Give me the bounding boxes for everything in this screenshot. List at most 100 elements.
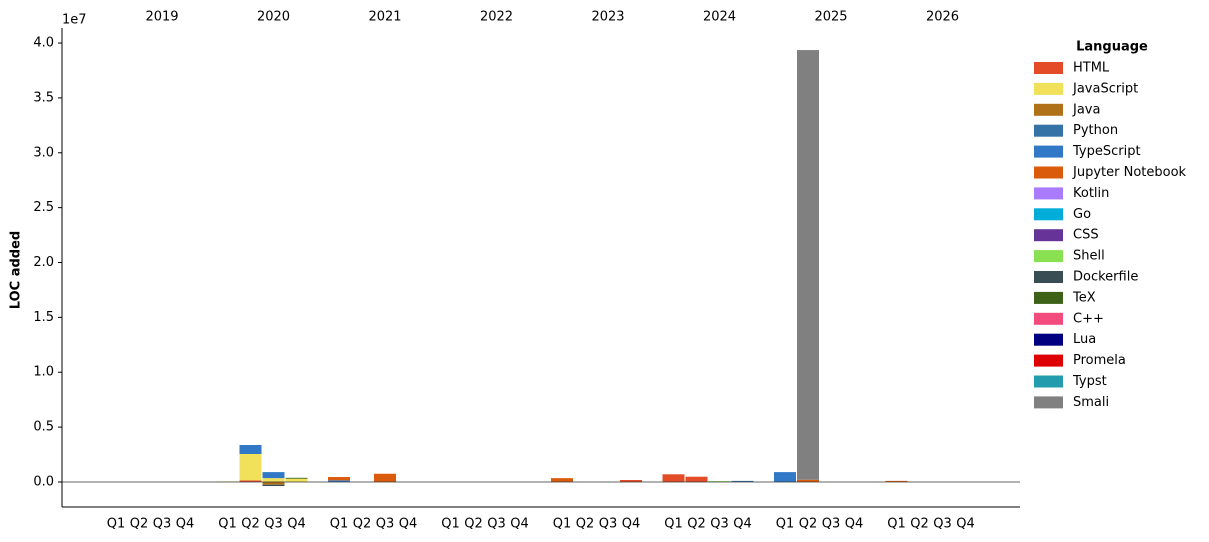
bar-segment xyxy=(262,484,285,487)
x-tick-label: Q4 xyxy=(622,517,641,532)
legend-swatch xyxy=(1034,229,1063,242)
legend-swatch xyxy=(1034,271,1063,283)
bar-segment xyxy=(239,444,262,454)
legend-title: Language xyxy=(1076,40,1148,55)
x-tick-label: Q1 xyxy=(107,517,126,532)
x-tick-label: Q1 xyxy=(553,517,572,532)
x-tick-label: Q2 xyxy=(910,517,929,532)
x-tick-label: Q3 xyxy=(710,517,729,532)
bar-segment xyxy=(774,472,796,482)
legend-label: Go xyxy=(1073,207,1091,222)
x-tick-label: Q3 xyxy=(599,517,618,532)
x-tick-label: Q3 xyxy=(933,517,952,532)
y-tick-label: 1.5 xyxy=(33,310,54,325)
legend-label: Kotlin xyxy=(1073,186,1109,201)
bar-segment xyxy=(239,480,262,482)
x-tick-label: Q1 xyxy=(664,517,683,532)
x-tick-label: Q2 xyxy=(576,517,595,532)
x-tick-label: Q1 xyxy=(441,517,460,532)
legend-swatch xyxy=(1034,354,1063,367)
year-label: 2023 xyxy=(591,10,624,25)
year-label: 2026 xyxy=(926,10,959,25)
bar-segment xyxy=(797,479,819,482)
legend-swatch xyxy=(1034,62,1063,74)
legend-swatch xyxy=(1034,250,1063,263)
year-label: 2025 xyxy=(814,10,847,25)
legend-label: Smali xyxy=(1073,395,1109,410)
bar-segment xyxy=(262,472,285,479)
y-tick-label: 0.0 xyxy=(33,474,54,489)
bar-segment xyxy=(328,477,350,481)
y-tick-label: 2.5 xyxy=(33,200,54,215)
bar-segment xyxy=(620,480,642,482)
legend-label: Dockerfile xyxy=(1073,270,1138,285)
legend-label: JavaScript xyxy=(1072,81,1138,96)
year-label: 2022 xyxy=(480,10,513,25)
x-tick-label: Q4 xyxy=(845,517,864,532)
legend-swatch xyxy=(1034,187,1063,200)
x-tick-label: Q2 xyxy=(687,517,706,532)
legend-swatch xyxy=(1034,145,1063,158)
legend-swatch xyxy=(1034,375,1063,388)
bar-segment xyxy=(797,50,819,480)
legend-label: Shell xyxy=(1073,249,1105,264)
bar-segment xyxy=(239,453,262,481)
y-tick-label: 3.0 xyxy=(33,145,54,160)
legend-label: Lua xyxy=(1073,332,1096,347)
legend-label: TypeScript xyxy=(1072,144,1141,159)
legend-label: Promela xyxy=(1073,353,1126,368)
bar-segment xyxy=(662,474,685,482)
y-tick-label: 3.5 xyxy=(33,90,54,105)
x-tick-label: Q2 xyxy=(353,517,372,532)
x-tick-label: Q1 xyxy=(776,517,795,532)
legend-label: HTML xyxy=(1073,61,1110,76)
legend-swatch xyxy=(1034,208,1063,221)
bar-segment xyxy=(551,478,573,482)
legend-swatch xyxy=(1034,396,1063,409)
legend-label: Typst xyxy=(1072,374,1107,389)
x-tick-label: Q4 xyxy=(399,517,418,532)
x-tick-label: Q4 xyxy=(956,517,975,532)
legend-swatch xyxy=(1034,82,1063,95)
bar-segment xyxy=(685,476,708,482)
y-tick-label: 0.5 xyxy=(33,420,54,435)
year-label: 2020 xyxy=(257,10,290,25)
legend-swatch xyxy=(1034,166,1063,179)
y-axis-label: LOC added xyxy=(9,231,24,309)
legend-label: CSS xyxy=(1073,228,1099,243)
legend-label: C++ xyxy=(1073,311,1104,326)
x-tick-label: Q3 xyxy=(153,517,172,532)
bar-segment xyxy=(262,478,285,482)
x-tick-label: Q2 xyxy=(241,517,260,532)
x-tick-label: Q1 xyxy=(887,517,906,532)
legend-label: Python xyxy=(1073,123,1118,138)
x-tick-label: Q2 xyxy=(464,517,483,532)
x-tick-label: Q3 xyxy=(487,517,506,532)
x-tick-label: Q4 xyxy=(176,517,195,532)
x-tick-label: Q1 xyxy=(218,517,237,532)
bar-segment xyxy=(262,481,285,485)
y-offset-label: 1e7 xyxy=(62,13,87,28)
legend-swatch xyxy=(1034,103,1063,116)
legend-swatch xyxy=(1034,291,1063,304)
year-label: 2024 xyxy=(703,10,736,25)
legend-swatch xyxy=(1034,124,1063,137)
bar-segment xyxy=(708,481,731,482)
y-tick-label: 1.0 xyxy=(33,365,54,380)
year-label: 2019 xyxy=(145,10,178,25)
legend-label: Jupyter Notebook xyxy=(1072,165,1187,180)
bar-segment xyxy=(374,473,396,482)
x-tick-label: Q1 xyxy=(330,517,349,532)
legend-label: TeX xyxy=(1072,290,1096,305)
year-label: 2021 xyxy=(368,10,401,25)
bar-segment xyxy=(885,480,908,482)
bar-segment xyxy=(328,480,350,482)
x-tick-label: Q4 xyxy=(510,517,529,532)
bar-segment xyxy=(285,478,308,482)
y-tick-label: 4.0 xyxy=(33,36,54,51)
x-tick-label: Q3 xyxy=(376,517,395,532)
legend-swatch xyxy=(1034,333,1063,346)
x-tick-label: Q4 xyxy=(287,517,306,532)
bar-segment xyxy=(285,477,308,479)
